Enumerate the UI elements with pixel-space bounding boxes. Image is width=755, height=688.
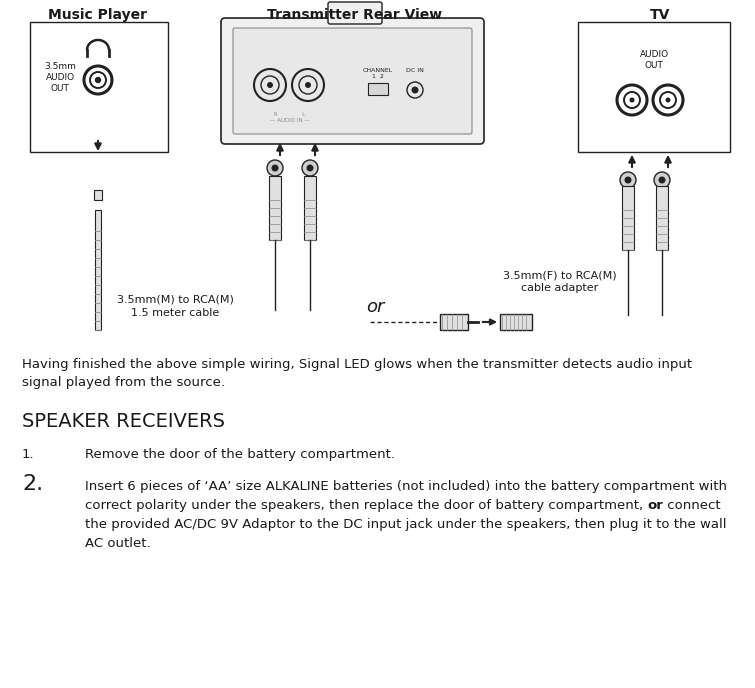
FancyBboxPatch shape	[221, 18, 484, 144]
Bar	[30, 22, 168, 152]
Text: 3.5mm(M) to RCA(M)
1.5 meter cable: 3.5mm(M) to RCA(M) 1.5 meter cable	[116, 295, 233, 318]
Bar	[622, 186, 634, 250]
Text: Music Player: Music Player	[48, 8, 147, 22]
Circle shape	[272, 164, 279, 171]
Text: 1.: 1.	[22, 448, 35, 461]
Bar	[500, 314, 532, 330]
Circle shape	[624, 177, 631, 184]
Bar	[304, 176, 316, 240]
Circle shape	[658, 177, 665, 184]
Bar	[368, 83, 388, 95]
Text: Transmitter Rear View: Transmitter Rear View	[267, 8, 442, 22]
FancyBboxPatch shape	[233, 28, 472, 134]
Text: TV: TV	[650, 8, 670, 22]
Text: AUDIO
OUT: AUDIO OUT	[639, 50, 669, 70]
Bar	[95, 210, 101, 330]
Bar	[269, 176, 281, 240]
Circle shape	[267, 160, 283, 176]
Text: — AUDIO IN —: — AUDIO IN —	[270, 118, 310, 123]
Text: Having finished the above simple wiring, Signal LED glows when the transmitter d: Having finished the above simple wiring,…	[22, 358, 692, 371]
Bar	[656, 186, 668, 250]
Circle shape	[307, 164, 313, 171]
Text: CHANNEL
1  2: CHANNEL 1 2	[363, 68, 393, 79]
Text: DC IN: DC IN	[406, 68, 424, 73]
Text: or: or	[647, 499, 663, 512]
Circle shape	[302, 160, 318, 176]
Text: Insert 6 pieces of ‘AA’ size ALKALINE batteries (not included) into the battery : Insert 6 pieces of ‘AA’ size ALKALINE ba…	[85, 480, 727, 493]
Text: signal played from the source.: signal played from the source.	[22, 376, 225, 389]
Bar	[94, 190, 102, 200]
Circle shape	[305, 82, 311, 88]
Text: R              L: R L	[274, 112, 306, 117]
Text: Remove the door of the battery compartment.: Remove the door of the battery compartme…	[85, 448, 395, 461]
Text: 2.: 2.	[22, 474, 43, 494]
Circle shape	[654, 172, 670, 188]
Text: AC outlet.: AC outlet.	[85, 537, 151, 550]
Text: correct polarity under the speakers, then replace the door of battery compartmen: correct polarity under the speakers, the…	[85, 499, 647, 512]
Text: 3.5mm
AUDIO
OUT: 3.5mm AUDIO OUT	[44, 62, 76, 93]
Text: 3.5mm(F) to RCA(M)
cable adapter: 3.5mm(F) to RCA(M) cable adapter	[503, 270, 617, 293]
FancyBboxPatch shape	[328, 2, 382, 24]
Circle shape	[665, 98, 670, 103]
Circle shape	[411, 87, 418, 94]
Text: SPEAKER RECEIVERS: SPEAKER RECEIVERS	[22, 412, 225, 431]
Text: or: or	[366, 298, 384, 316]
Circle shape	[267, 82, 273, 88]
Circle shape	[630, 98, 634, 103]
Bar	[578, 22, 730, 152]
Text: the provided AC/DC 9V Adaptor to the DC input jack under the speakers, then plug: the provided AC/DC 9V Adaptor to the DC …	[85, 518, 726, 531]
Bar	[440, 314, 468, 330]
Circle shape	[620, 172, 636, 188]
Text: connect: connect	[663, 499, 721, 512]
Circle shape	[95, 78, 100, 83]
